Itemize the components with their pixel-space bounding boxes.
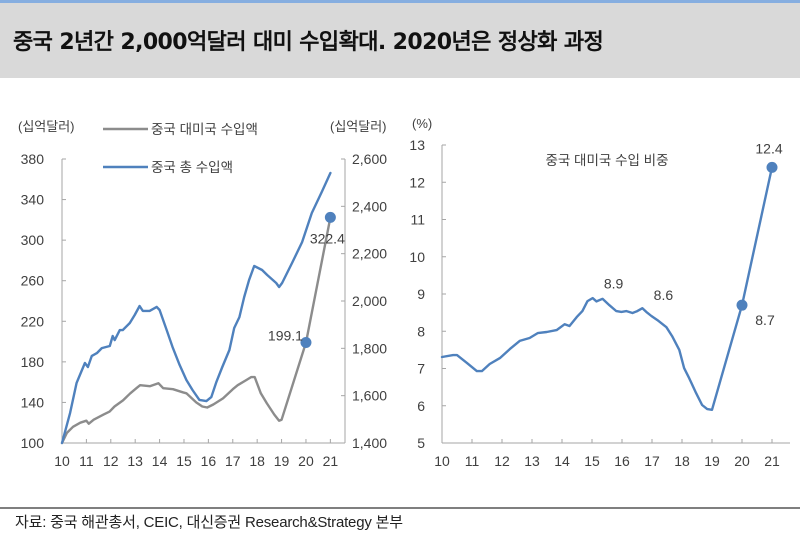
- x-tick-label: 15: [584, 453, 600, 469]
- source-note: 자료: 중국 해관총서, CEIC, 대신증권 Research&Strateg…: [15, 514, 403, 531]
- x-tick-label: 11: [465, 453, 480, 469]
- import-share-chart: 5 6 7 8 9 10 11 12 13 (%) 10 11 12 13 14 15 16 17 18 19 20 21…: [409, 116, 790, 469]
- y-left-tick-label: 100: [21, 435, 45, 451]
- x-tick-label: 19: [274, 453, 290, 469]
- highlight-marker: [300, 336, 312, 348]
- data-label: 8.6: [654, 287, 674, 303]
- x-tick-label: 13: [524, 453, 540, 469]
- legend-item: 중국 총 수입액: [103, 160, 233, 175]
- highlight-label: 12.4: [755, 140, 782, 156]
- x-tick-label: 18: [674, 453, 690, 469]
- y-left-tick-label: 13: [409, 137, 425, 153]
- x-tick-label: 17: [225, 453, 241, 469]
- y-right-tick-label: 2,000: [352, 293, 387, 309]
- highlight-marker: [324, 211, 336, 223]
- x-tick-label: 14: [152, 453, 168, 469]
- highlight-marker: [736, 299, 748, 311]
- y-left-tick-label: 9: [417, 286, 425, 302]
- x-tick-label: 15: [176, 453, 192, 469]
- y-right-tick-label: 1,400: [352, 435, 387, 451]
- y-left-tick-label: 8: [417, 323, 425, 339]
- y-left-tick-label: 220: [21, 313, 45, 329]
- y-left-unit-label: (십억달러): [18, 119, 75, 134]
- x-tick-label: 16: [614, 453, 630, 469]
- y-right-tick-label: 2,400: [352, 198, 387, 214]
- y-left-tick-label: 260: [21, 273, 45, 289]
- x-tick-label: 21: [323, 453, 339, 469]
- y-left-tick-label: 5: [417, 435, 425, 451]
- data-label: 8.9: [604, 276, 624, 292]
- page-title: 중국 2년간 2,000억달러 대미 수입확대. 2020년은 정상화 과정: [13, 30, 604, 55]
- legend-item: 중국 대미국 수입액: [103, 122, 258, 137]
- y-left-tick-label: 340: [21, 192, 45, 208]
- us-import-share-line: [440, 166, 774, 411]
- y-left-tick-label: 380: [21, 151, 45, 167]
- chart-title: 중국 대미국 수입 비중: [545, 153, 668, 168]
- x-tick-label: 16: [201, 453, 217, 469]
- x-tick-label: 11: [79, 453, 94, 469]
- y-right-tick-label: 1,800: [352, 340, 387, 356]
- y-left-tick-label: 7: [417, 361, 425, 377]
- total-imports-line: [60, 171, 332, 445]
- y-left-tick-label: 11: [410, 212, 425, 228]
- y-right-tick-label: 2,200: [352, 246, 387, 262]
- x-tick-label: 12: [103, 453, 119, 469]
- x-tick-label: 12: [494, 453, 510, 469]
- us-imports-line: [60, 216, 332, 445]
- y-left-tick-label: 6: [417, 398, 425, 414]
- y-left-tick-label: 180: [21, 354, 45, 370]
- y-right-tick-label: 2,600: [352, 151, 387, 167]
- x-tick-label: 14: [554, 453, 570, 469]
- x-tick-label: 20: [734, 453, 750, 469]
- highlight-label: 199.1: [268, 327, 303, 343]
- y-left-tick-label: 10: [409, 249, 425, 265]
- import-amount-chart: 100 140 180 220 260 300 340 380 (십억달러) 1,400 1,600…: [18, 119, 387, 469]
- highlight-label: 8.7: [755, 312, 775, 328]
- x-tick-label: 21: [764, 453, 780, 469]
- y-left-unit-label: (%): [412, 116, 432, 131]
- footer-divider: [0, 507, 800, 509]
- x-tick-label: 10: [434, 453, 450, 469]
- highlight-label: 322.4: [310, 230, 345, 246]
- y-left-tick-label: 140: [21, 394, 45, 410]
- x-tick-label: 19: [704, 453, 720, 469]
- y-left-tick-label: 12: [409, 174, 425, 190]
- highlight-marker: [766, 161, 778, 173]
- x-tick-label: 18: [249, 453, 265, 469]
- title-bar: 중국 2년간 2,000억달러 대미 수입확대. 2020년은 정상화 과정: [0, 0, 800, 78]
- x-tick-label: 20: [298, 453, 314, 469]
- y-right-unit-label: (십억달러): [330, 119, 387, 134]
- x-tick-label: 10: [54, 453, 70, 469]
- y-left-tick-label: 300: [21, 232, 45, 248]
- x-tick-label: 17: [644, 453, 660, 469]
- legend-label: 중국 대미국 수입액: [151, 122, 258, 137]
- legend-label: 중국 총 수입액: [151, 160, 233, 175]
- x-tick-label: 13: [127, 453, 143, 469]
- y-right-tick-label: 1,600: [352, 388, 387, 404]
